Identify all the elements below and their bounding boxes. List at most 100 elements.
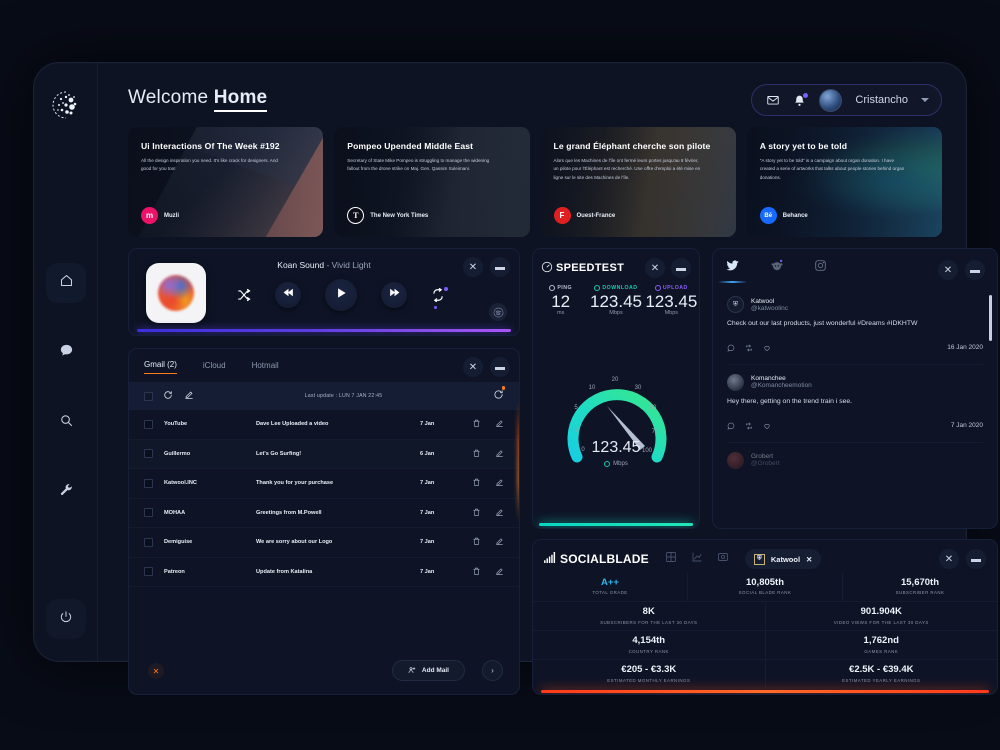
shuffle-icon[interactable]	[237, 288, 251, 302]
stat-value: 4,154th	[632, 635, 666, 647]
menu-icon[interactable]: ▬	[966, 549, 986, 569]
select-all-checkbox[interactable]	[144, 391, 153, 401]
target-icon[interactable]	[717, 550, 729, 568]
edit-icon[interactable]	[495, 533, 504, 551]
trash-icon[interactable]	[472, 504, 481, 522]
tweet-list[interactable]: ⛨ Katwool @katwoolinc Check out our last…	[713, 287, 997, 528]
like-icon[interactable]	[763, 339, 771, 357]
close-mail-button[interactable]: ✕	[148, 663, 164, 679]
sidebar-item-search[interactable]	[46, 403, 86, 443]
row-checkbox[interactable]	[144, 537, 153, 547]
table-row[interactable]: Katwool.INC Thank you for your purchase …	[129, 469, 519, 499]
scrollbar[interactable]	[989, 295, 992, 341]
retweet-icon[interactable]	[745, 339, 753, 357]
news-card[interactable]: Ui Interactions Of The Week #192 All the…	[128, 127, 324, 237]
channel-chip[interactable]: ⛨ Katwool ✕	[744, 549, 822, 569]
list-item[interactable]: ⛨ Katwool @katwoolinc Check out our last…	[727, 287, 983, 365]
close-icon[interactable]: ✕	[645, 258, 665, 278]
spotify-icon[interactable]	[489, 303, 507, 321]
add-mail-button[interactable]: Add Mail	[391, 660, 465, 681]
user-menu[interactable]: Cristancho	[751, 84, 942, 116]
previous-button[interactable]	[275, 282, 301, 308]
next-page-button[interactable]: ›	[482, 660, 503, 681]
trash-icon[interactable]	[472, 445, 481, 463]
grid-icon[interactable]	[665, 550, 677, 568]
news-card[interactable]: Le grand Éléphant cherche son pilote Alo…	[540, 127, 736, 237]
close-icon[interactable]: ✕	[938, 260, 958, 280]
row-checkbox[interactable]	[144, 567, 153, 577]
list-item[interactable]: Grobert @Grobert	[727, 443, 983, 476]
retweet-icon[interactable]	[745, 417, 753, 435]
trash-icon[interactable]	[472, 474, 481, 492]
table-row[interactable]: Guillermo Let's Go Surfing! 6 Jan	[129, 439, 519, 469]
tab-instagram[interactable]	[814, 259, 827, 282]
tab-icloud[interactable]: iCloud	[202, 360, 226, 370]
tab-reddit[interactable]	[770, 258, 784, 282]
gauge-tick: 50	[650, 405, 657, 411]
notifications-icon[interactable]	[493, 386, 505, 405]
edit-icon[interactable]	[495, 504, 504, 522]
mail-subject: Thank you for your purchase	[256, 480, 334, 487]
sidebar-item-home[interactable]	[46, 263, 86, 303]
mail-toolbar: Last update : LUN 7 JAN 22:45	[129, 382, 519, 410]
reply-icon[interactable]	[727, 417, 735, 435]
stat-label: PING	[533, 285, 588, 291]
row-checkbox[interactable]	[144, 419, 153, 429]
news-card[interactable]: Pompeo Upended Middle East Secretary of …	[334, 127, 530, 237]
table-row[interactable]: Demiguise We are sorry about our Logo 7 …	[129, 528, 519, 558]
close-icon[interactable]: ✕	[463, 257, 483, 277]
avatar[interactable]	[819, 88, 843, 112]
gauge-tick: 10	[589, 385, 596, 391]
power-button[interactable]	[46, 599, 86, 639]
play-button[interactable]	[325, 279, 357, 311]
edit-icon[interactable]	[495, 474, 504, 492]
edit-icon[interactable]	[495, 415, 504, 433]
row-checkbox[interactable]	[144, 449, 153, 459]
compose-icon[interactable]	[184, 387, 194, 405]
stat-yearly-earnings: €2.5K - €39.4K ESTIMATED YEARLY EARNINGS	[764, 660, 998, 688]
edit-icon[interactable]	[495, 445, 504, 463]
sidebar-item-tools[interactable]	[46, 473, 86, 513]
close-icon[interactable]: ✕	[939, 549, 959, 569]
list-item[interactable]: Komanchee @Komancheemotion Hey there, ge…	[727, 365, 983, 443]
reply-icon[interactable]	[727, 339, 735, 357]
chart-line-icon[interactable]	[691, 550, 703, 568]
close-icon[interactable]: ✕	[806, 554, 813, 564]
bell-icon[interactable]	[793, 92, 809, 107]
refresh-icon[interactable]	[163, 387, 173, 405]
sidebar-item-messages[interactable]	[46, 333, 86, 373]
trash-icon[interactable]	[472, 533, 481, 551]
edit-icon[interactable]	[495, 563, 504, 581]
trash-icon[interactable]	[472, 415, 481, 433]
tab-gmail[interactable]: Gmail (2)	[144, 360, 177, 374]
progress-bar[interactable]	[137, 329, 511, 332]
home-icon	[59, 273, 74, 293]
stat-label-text: PING	[557, 285, 572, 291]
gauge-tick: 30	[635, 385, 642, 391]
envelope-icon[interactable]	[766, 93, 780, 107]
table-row[interactable]: Patreon Update from Katalina 7 Jan	[129, 558, 519, 587]
album-art[interactable]	[146, 263, 206, 323]
tweet-text: Hey there, getting on the trend train i …	[727, 397, 853, 405]
next-button[interactable]	[381, 282, 407, 308]
repeat-icon[interactable]	[431, 287, 448, 309]
row-checkbox[interactable]	[144, 478, 153, 488]
tab-hotmail[interactable]: Hotmail	[251, 360, 279, 370]
app-logo[interactable]	[50, 89, 82, 121]
table-row[interactable]: MOHAA Greetings from M.Powell 7 Jan	[129, 499, 519, 528]
search-icon	[59, 413, 74, 433]
tab-twitter[interactable]	[718, 258, 747, 283]
trash-icon[interactable]	[472, 563, 481, 581]
menu-icon[interactable]: ▬	[490, 357, 510, 377]
avatar	[727, 451, 744, 469]
table-row[interactable]: YouTube Dave Lee Uploaded a video 7 Jan	[129, 410, 519, 440]
menu-icon[interactable]: ▬	[490, 257, 510, 277]
close-icon[interactable]: ✕	[463, 357, 483, 377]
chevron-down-icon[interactable]	[921, 98, 929, 102]
menu-icon[interactable]: ▬	[965, 260, 985, 280]
menu-icon[interactable]: ▬	[671, 258, 691, 278]
socialblade-tools	[665, 550, 729, 568]
like-icon[interactable]	[763, 417, 771, 435]
news-card[interactable]: A story yet to be told "A story yet to b…	[746, 127, 942, 237]
row-checkbox[interactable]	[144, 508, 153, 518]
